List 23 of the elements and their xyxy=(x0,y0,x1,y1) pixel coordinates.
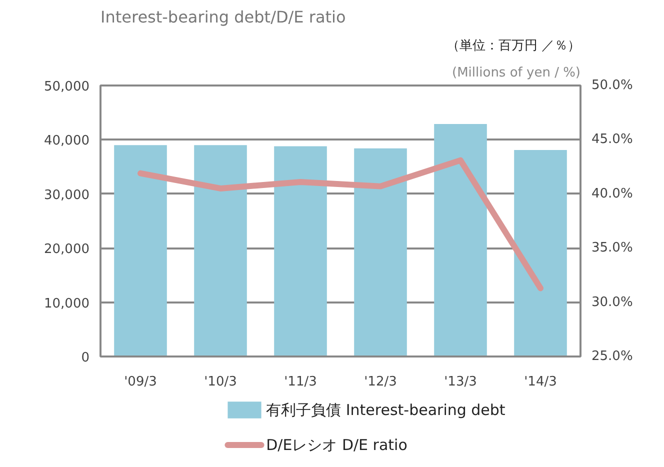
x-tick-label: '10/3 xyxy=(204,374,237,390)
y2-tick-label: 35.0% xyxy=(592,240,633,256)
x-tick-label: '12/3 xyxy=(364,374,397,390)
y2-tick-label: 25.0% xyxy=(592,349,633,364)
y-tick-label: 40,000 xyxy=(44,134,90,149)
y2-tick-label: 30.0% xyxy=(592,294,633,310)
y-tick-label: 30,000 xyxy=(44,188,90,203)
y-tick-label: 20,000 xyxy=(44,242,90,258)
y2-tick-label: 45.0% xyxy=(592,132,633,148)
y-tick-label: 0 xyxy=(81,350,90,366)
chart-title: Interest-bearing debt/D/E ratio xyxy=(100,8,346,26)
x-tick-label: '11/3 xyxy=(284,374,317,390)
legend-label: 有利子負債 Interest-bearing debt xyxy=(266,401,506,419)
y-tick-label: 50,000 xyxy=(44,80,90,94)
text: (Millions of yen / %) xyxy=(452,66,581,80)
text: （単位：百万円 ／％） xyxy=(446,38,581,54)
x-tick-label: '14/3 xyxy=(524,374,557,390)
x-tick-label: '09/3 xyxy=(124,374,157,390)
x-tick-label: '13/3 xyxy=(444,374,477,390)
y2-tick-label: 50.0% xyxy=(592,78,633,93)
y-tick-label: 10,000 xyxy=(44,296,90,312)
y2-tick-label: 40.0% xyxy=(592,186,633,202)
legend-label: D/Eレシオ D/E ratio xyxy=(266,436,408,454)
